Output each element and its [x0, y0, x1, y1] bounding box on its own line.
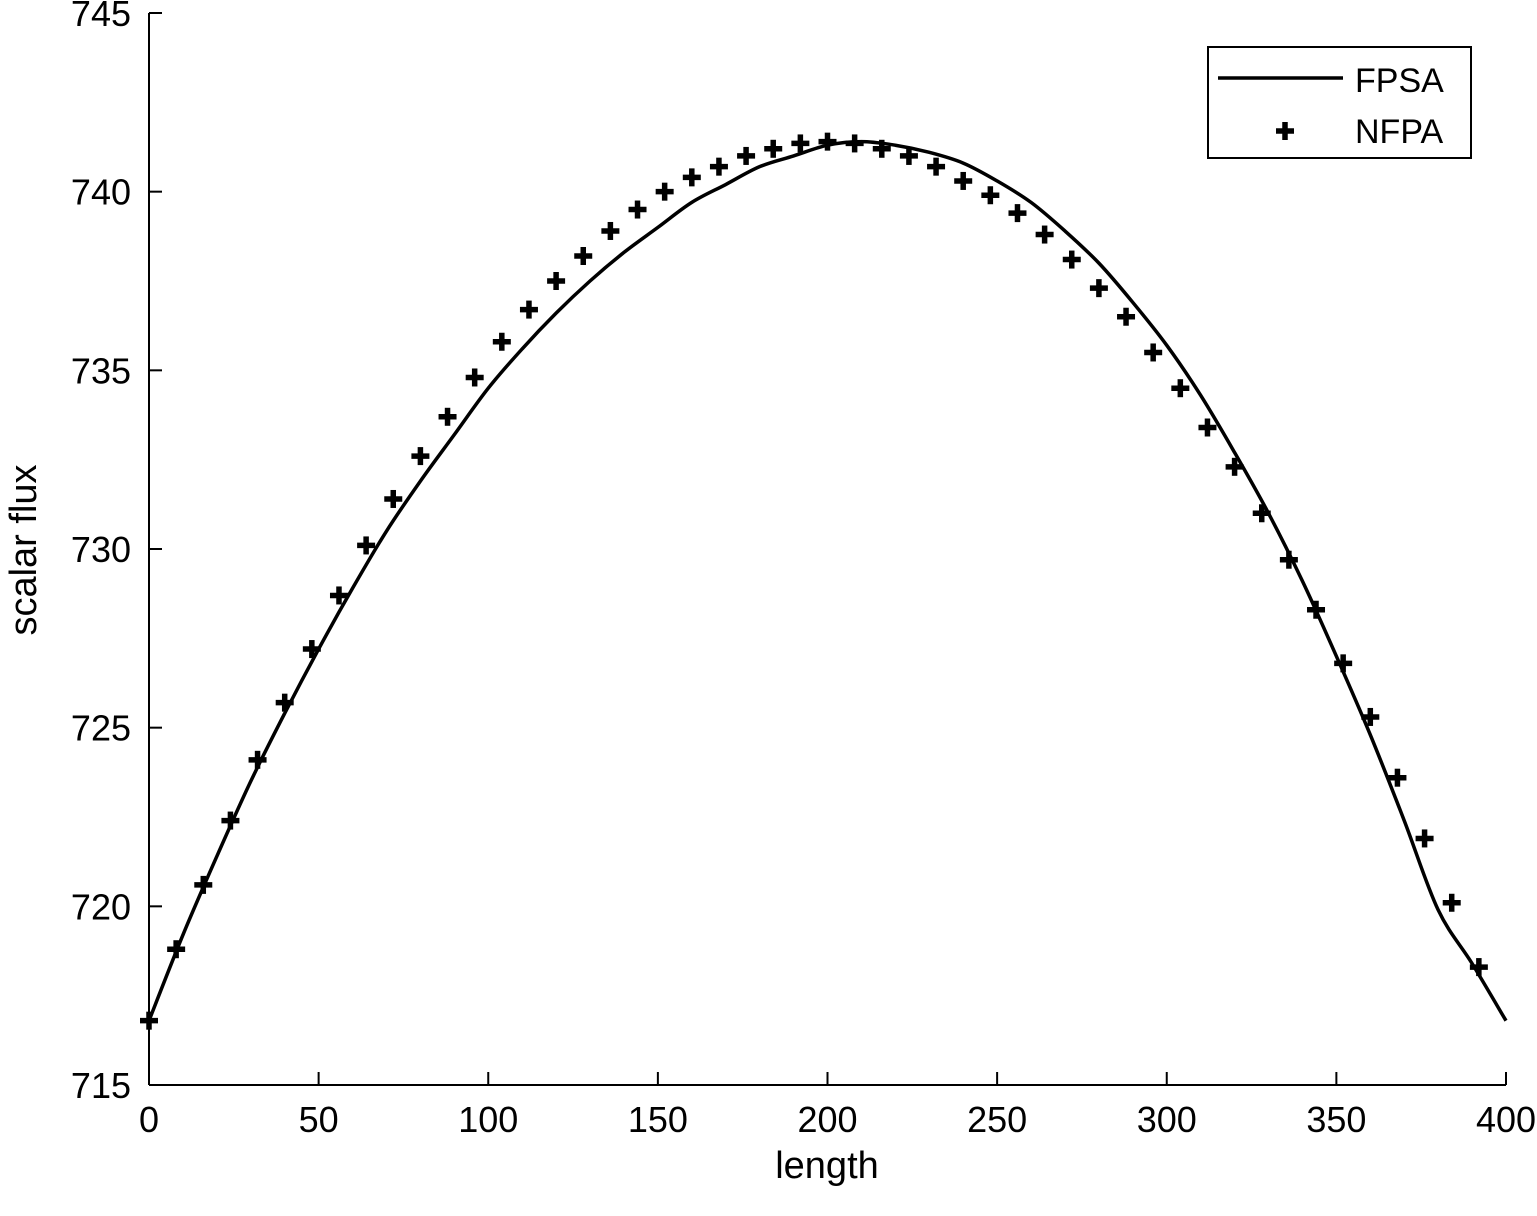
- nfpa-point: [519, 300, 538, 319]
- nfpa-point: [465, 368, 484, 387]
- nfpa-point: [1008, 204, 1027, 223]
- nfpa-point: [492, 332, 511, 351]
- y-axis-ticks: 715 720 725 730 735 740 745: [71, 0, 162, 1106]
- nfpa-point: [845, 134, 864, 153]
- nfpa-point: [1225, 457, 1244, 476]
- nfpa-point: [411, 447, 430, 466]
- nfpa-point: [1062, 250, 1081, 269]
- y-tick-label: 735: [71, 350, 131, 391]
- nfpa-point: [1469, 958, 1488, 977]
- x-tick-label: 250: [967, 1099, 1027, 1140]
- nfpa-point: [1171, 379, 1190, 398]
- x-tick-label: 300: [1137, 1099, 1197, 1140]
- nfpa-point: [1035, 225, 1054, 244]
- nfpa-point: [1198, 418, 1217, 437]
- y-tick-label: 715: [71, 1065, 131, 1106]
- legend-marker-plus: [1276, 122, 1294, 140]
- nfpa-point: [384, 489, 403, 508]
- nfpa-point: [547, 272, 566, 290]
- y-tick-label: 740: [71, 172, 131, 213]
- nfpa-point: [302, 640, 321, 659]
- nfpa-point: [1144, 343, 1163, 362]
- nfpa-point: [329, 586, 348, 605]
- y-tick-label: 720: [71, 886, 131, 927]
- nfpa-point: [357, 536, 376, 555]
- nfpa-point: [140, 1011, 158, 1030]
- nfpa-point: [1307, 600, 1326, 619]
- nfpa-point: [438, 407, 457, 426]
- nfpa-point: [1361, 707, 1380, 726]
- nfpa-point: [764, 139, 783, 158]
- nfpa-point: [1089, 279, 1108, 298]
- x-tick-label: 350: [1306, 1099, 1366, 1140]
- nfpa-point: [1252, 504, 1271, 523]
- nfpa-point: [167, 940, 186, 959]
- nfpa-point: [954, 171, 973, 190]
- nfpa-point: [737, 146, 756, 165]
- nfpa-point: [899, 146, 918, 165]
- nfpa-point: [682, 168, 701, 187]
- y-tick-label: 725: [71, 708, 131, 749]
- x-axis-title: length: [775, 1145, 879, 1187]
- y-tick-label: 745: [71, 0, 131, 34]
- nfpa-point: [574, 246, 593, 265]
- x-axis-ticks: 0 50 100 150 200 250 300 350 400: [139, 1072, 1536, 1140]
- series-fpsa-line: [147, 139, 1508, 1022]
- x-tick-label: 150: [628, 1099, 688, 1140]
- plot-area: [140, 132, 1508, 1030]
- nfpa-point: [628, 200, 647, 219]
- axes: [148, 13, 1506, 1086]
- nfpa-point: [221, 811, 240, 830]
- nfpa-point: [791, 134, 810, 153]
- nfpa-point: [248, 750, 267, 769]
- nfpa-point: [709, 157, 728, 176]
- nfpa-point: [1442, 893, 1461, 912]
- nfpa-point: [1279, 550, 1298, 569]
- x-tick-label: 50: [299, 1099, 339, 1140]
- x-tick-label: 0: [139, 1099, 159, 1140]
- legend: FPSA NFPA: [1207, 46, 1472, 159]
- legend-box: [1207, 46, 1472, 159]
- nfpa-point: [1334, 654, 1353, 673]
- nfpa-point: [1117, 307, 1136, 326]
- nfpa-point: [1415, 829, 1434, 848]
- x-tick-label: 100: [458, 1099, 518, 1140]
- legend-label-nfpa: NFPA: [1355, 113, 1443, 151]
- y-axis-title: scalar flux: [3, 464, 45, 635]
- nfpa-point: [601, 221, 620, 240]
- x-tick-label: 400: [1476, 1099, 1536, 1140]
- nfpa-point: [927, 157, 946, 176]
- nfpa-point: [655, 182, 674, 201]
- nfpa-point: [194, 875, 213, 894]
- nfpa-point: [981, 186, 1000, 205]
- nfpa-point: [275, 693, 294, 712]
- nfpa-point: [818, 132, 837, 151]
- nfpa-point: [1388, 768, 1407, 787]
- x-tick-label: 200: [797, 1099, 857, 1140]
- nfpa-point: [872, 139, 891, 158]
- legend-label-fpsa: FPSA: [1355, 62, 1444, 100]
- y-tick-label: 730: [71, 529, 131, 570]
